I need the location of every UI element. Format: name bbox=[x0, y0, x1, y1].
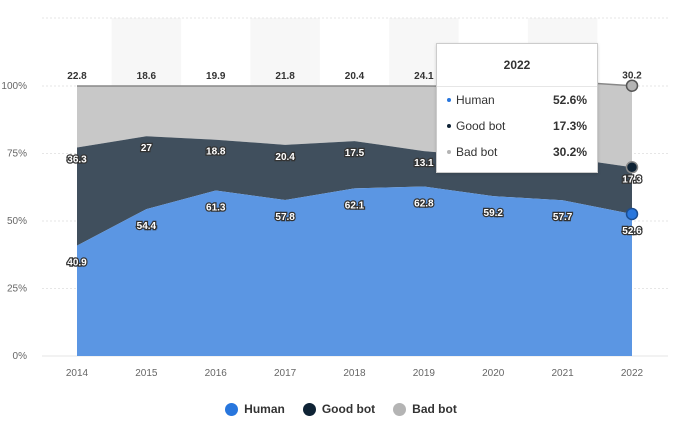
x-tick-2020: 2020 bbox=[482, 368, 505, 379]
label-human-2018: 62.1 bbox=[345, 200, 365, 211]
label-good-bot-2018: 17.5 bbox=[345, 148, 365, 159]
label-bad-bot-2017: 21.8 bbox=[275, 71, 295, 82]
tooltip-value: 30.2% bbox=[552, 145, 587, 159]
legend-item-good-bot[interactable]: Good bot bbox=[302, 402, 376, 416]
y-tick-0: 0% bbox=[13, 351, 28, 362]
y-tick-25: 25% bbox=[7, 284, 27, 295]
label-good-bot-2017: 20.4 bbox=[275, 152, 295, 163]
tooltip-value: 52.6% bbox=[552, 93, 587, 107]
legend: Human Good bot Bad bot bbox=[0, 402, 682, 416]
label-good-bot-2016: 18.8 bbox=[206, 147, 226, 158]
label-bad-bot-2015: 18.6 bbox=[137, 71, 157, 82]
area-human bbox=[77, 186, 632, 356]
legend-item-human[interactable]: Human bbox=[225, 402, 285, 416]
tooltip-value: 17.3% bbox=[552, 119, 587, 133]
legend-dot-icon bbox=[302, 402, 316, 416]
tooltip-row-bad-bot: Bad bot 30.2% bbox=[437, 139, 597, 165]
tooltip: 2022 Human 52.6% Good bot 17.3% Bad bot … bbox=[436, 43, 598, 173]
bullet-icon bbox=[447, 150, 451, 154]
x-tick-2014: 2014 bbox=[66, 368, 89, 379]
legend-item-bad-bot[interactable]: Bad bot bbox=[393, 402, 457, 416]
x-tick-2019: 2019 bbox=[413, 368, 436, 379]
label-human-2020: 59.2 bbox=[484, 208, 504, 219]
label-bad-bot-2018: 20.4 bbox=[345, 71, 365, 82]
label-human-2021: 57.7 bbox=[553, 212, 573, 223]
legend-dot-icon bbox=[225, 402, 239, 416]
tooltip-title: 2022 bbox=[503, 58, 531, 72]
label-human-2016: 61.3 bbox=[206, 202, 226, 213]
label-good-bot-2022: 17.3 bbox=[622, 174, 642, 185]
tooltip-separator bbox=[437, 86, 597, 87]
bullet-icon bbox=[447, 98, 451, 102]
label-good-bot-2014: 36.3 bbox=[67, 155, 87, 166]
marker-bad-bot-2022 bbox=[625, 79, 639, 92]
bullet-icon bbox=[447, 124, 451, 128]
label-human-2017: 57.8 bbox=[275, 212, 295, 223]
y-tick-75: 75% bbox=[7, 149, 27, 160]
x-tick-2022: 2022 bbox=[621, 368, 644, 379]
tooltip-row-human: Human 52.6% bbox=[437, 87, 597, 113]
y-tick-100: 100% bbox=[1, 81, 27, 92]
x-tick-2021: 2021 bbox=[552, 368, 575, 379]
legend-label: Good bot bbox=[321, 402, 376, 416]
label-bad-bot-2016: 19.9 bbox=[206, 71, 226, 82]
label-human-2014: 40.9 bbox=[67, 258, 87, 269]
legend-label: Bad bot bbox=[412, 402, 457, 416]
marker-good-bot-2022 bbox=[625, 161, 639, 174]
y-tick-50: 50% bbox=[7, 216, 27, 227]
tooltip-row-good-bot: Good bot 17.3% bbox=[437, 113, 597, 139]
label-good-bot-2015: 27 bbox=[141, 143, 153, 154]
tooltip-label: Bad bot bbox=[456, 145, 498, 159]
x-tick-2016: 2016 bbox=[205, 368, 228, 379]
marker-human-2022 bbox=[625, 207, 639, 221]
legend-label: Human bbox=[244, 402, 285, 416]
label-human-2022: 52.6 bbox=[622, 226, 642, 237]
label-bad-bot-2019: 24.1 bbox=[414, 71, 434, 82]
label-human-2019: 62.8 bbox=[414, 198, 434, 209]
label-bad-bot-2022: 30.2 bbox=[622, 71, 642, 82]
x-tick-2015: 2015 bbox=[135, 368, 158, 379]
label-bad-bot-2014: 22.8 bbox=[67, 71, 87, 82]
legend-dot-icon bbox=[393, 402, 407, 416]
tooltip-label: Good bot bbox=[456, 119, 506, 133]
x-tick-2017: 2017 bbox=[274, 368, 297, 379]
tooltip-label: Human bbox=[456, 93, 495, 107]
label-good-bot-2019: 13.1 bbox=[414, 158, 434, 169]
x-tick-2018: 2018 bbox=[343, 368, 366, 379]
label-human-2015: 54.4 bbox=[137, 221, 157, 232]
